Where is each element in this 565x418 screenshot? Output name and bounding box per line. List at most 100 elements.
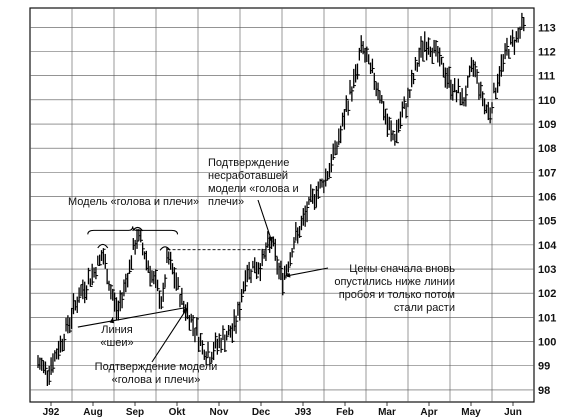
annotation-prices-line4: стали расти [393, 302, 455, 314]
shoulder-arc [132, 226, 144, 232]
x-tick-label: Jun [504, 407, 522, 418]
ohlc-bar [397, 118, 401, 133]
x-axis-labels: J92 Aug Sep Okt Nov Dec J93 Feb Mar Apr May Jun [43, 407, 522, 418]
ohlc-bar [435, 40, 439, 57]
annotation-neckline-line2: «шеи» [100, 337, 134, 349]
ohlc-bar [69, 317, 72, 334]
ohlc-bar [347, 100, 351, 116]
annotation-failed-confirmation: Подтверждение несработавшей модели «голо… [208, 157, 299, 209]
x-tick-label: Mar [378, 407, 396, 418]
ohlc-bar [198, 336, 201, 352]
ohlc-bar [87, 267, 91, 285]
x-tick-label: Dec [252, 407, 271, 418]
ohlc-bar [216, 338, 220, 355]
ohlc-bar [343, 109, 347, 130]
ohlc-bar [414, 57, 418, 71]
ohlc-bar [377, 82, 381, 101]
ohlc-bar [328, 162, 332, 178]
ohlc-bar [239, 301, 242, 321]
x-tick-label: Feb [336, 407, 354, 418]
ohlc-bar [392, 130, 396, 141]
x-tick-label: Okt [169, 407, 186, 418]
ohlc-bar [326, 171, 330, 181]
ohlc-bar [489, 107, 493, 124]
ohlc-bar [63, 333, 67, 351]
ohlc-bar [457, 78, 461, 94]
ohlc-bar [127, 272, 130, 288]
ohlc-bar [482, 91, 485, 107]
annotation-prices-line3: пробоя и только потом [338, 289, 455, 301]
arrow-prices-fell [284, 267, 329, 278]
ohlc-bar [508, 48, 512, 59]
ohlc-bar [205, 351, 209, 365]
annotation-prices-line2: опустились ниже линии [334, 276, 455, 288]
ohlc-bar [285, 264, 289, 276]
ohlc-bar [156, 279, 160, 292]
ohlc-bar [287, 261, 291, 273]
ohlc-bar [412, 73, 416, 85]
ohlc-bar [192, 315, 196, 337]
ohlc-bar [439, 47, 442, 67]
annotation-hs-confirmation: Подтверждение модели «голова и плечи» [80, 361, 232, 387]
ohlc-bar [289, 252, 293, 267]
ohlc-bar [386, 113, 390, 137]
ohlc-bar [196, 317, 200, 336]
x-tick-label: Apr [420, 407, 437, 418]
ohlc-bar [173, 267, 177, 289]
ohlc-bar [136, 228, 140, 249]
ohlc-bar [128, 259, 132, 274]
ohlc-bar [140, 229, 143, 243]
x-tick-label: Aug [83, 407, 102, 418]
ohlc-bar [214, 332, 218, 349]
ohlc-bar [366, 46, 370, 62]
ohlc-bar [283, 265, 287, 280]
ohlc-bar [293, 237, 297, 250]
ohlc-bar [207, 341, 211, 358]
ohlc-bar [89, 278, 93, 287]
arrow-shaft [257, 199, 273, 243]
y-tick-label: 109 [538, 119, 556, 131]
ohlc-bar [149, 265, 153, 287]
ohlc-bar [224, 334, 228, 353]
y-tick-label: 103 [538, 264, 556, 276]
ohlc-bar [102, 248, 106, 265]
ohlc-bar [353, 68, 356, 89]
ohlc-bar [85, 285, 89, 300]
arrow-neckline [109, 317, 115, 324]
arrow-hs-confirmation [151, 307, 188, 363]
ohlc-bar [141, 242, 145, 256]
y-tick-label: 101 [538, 312, 556, 324]
ohlc-bar [291, 248, 295, 258]
ohlc-bar [388, 116, 392, 131]
ohlc-bar [160, 296, 164, 310]
ohlc-bar [52, 353, 56, 373]
y-tick-label: 111 [538, 71, 555, 83]
ohlc-bar [104, 253, 108, 269]
x-tick-label: J92 [43, 407, 60, 418]
ohlc-bar [177, 277, 181, 290]
ohlc-bar [112, 288, 115, 301]
ohlc-bar [220, 337, 224, 353]
y-tick-label: 99 [538, 361, 550, 373]
ohlc-bar [48, 365, 52, 385]
arrow-head [182, 307, 188, 314]
ohlc-bar [502, 54, 506, 72]
ohlc-bar [298, 226, 302, 238]
ohlc-bar [476, 69, 480, 84]
ohlc-bar [448, 66, 452, 88]
ohlc-bar [91, 263, 95, 286]
y-tick-label: 106 [538, 192, 556, 204]
ohlc-bar [420, 36, 424, 58]
arrow-head [109, 317, 115, 324]
neckline [77, 307, 186, 328]
ohlc-bar [422, 41, 426, 62]
ohlc-bar [121, 292, 125, 309]
ohlc-bar [218, 333, 222, 349]
ohlc-bar [255, 261, 259, 280]
ohlc-bar [231, 323, 235, 343]
ohlc-bar [164, 274, 168, 288]
ohlc-bar [222, 325, 226, 341]
arrow-head [284, 272, 291, 278]
ohlc-bar [431, 47, 435, 64]
ohlc-bar [340, 125, 343, 144]
